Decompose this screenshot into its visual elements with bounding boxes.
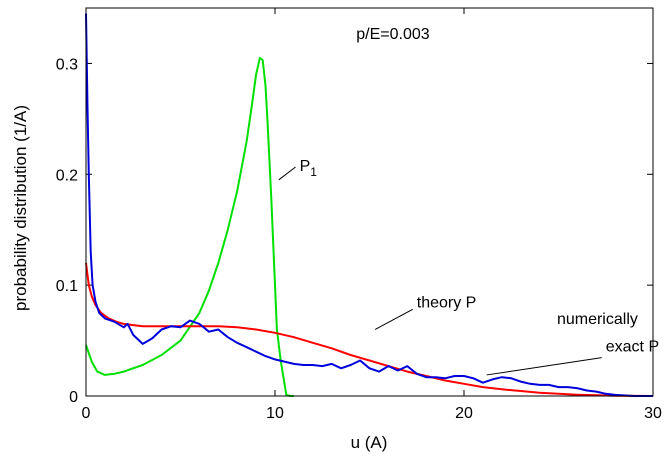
- x-axis-label: u (A): [351, 433, 388, 452]
- x-tick-label: 0: [82, 405, 91, 422]
- series-layer: [85, 13, 654, 397]
- annotation-label: theory P: [417, 294, 477, 311]
- annotation-label: numerically: [557, 311, 638, 328]
- plot-area-frame: [85, 7, 654, 397]
- y-tick-label: 0: [69, 389, 78, 406]
- y-tick-label: 0.2: [56, 167, 78, 184]
- x-tick-label: 20: [455, 405, 473, 422]
- ticks-layer: 0 10 20 30 0 0.1 0.2 0.3: [56, 8, 662, 422]
- annot-layer: p/E=0.003 P1 theory P numerically exact P: [278, 26, 659, 376]
- x-tick-label: 30: [644, 405, 662, 422]
- y-tick-label: 0.1: [56, 278, 78, 295]
- y-tick-label: 0.3: [56, 56, 78, 73]
- series-p1-line: [85, 56, 294, 397]
- x-tick-label: 10: [266, 405, 284, 422]
- annotation-label: p/E=0.003: [356, 26, 430, 43]
- annotation-pointer: [486, 357, 602, 376]
- y-axis-label: probability distribution (1/A): [11, 105, 30, 311]
- series-numerical-p-line: [85, 13, 653, 397]
- series-theory-p-line: [85, 262, 654, 397]
- annotation-subscript: 1: [310, 165, 317, 179]
- annotation-label: P1: [300, 158, 318, 179]
- annotation-label: exact P: [606, 339, 659, 356]
- annotation-pointer: [278, 166, 296, 181]
- annotation-pointer: [374, 308, 413, 330]
